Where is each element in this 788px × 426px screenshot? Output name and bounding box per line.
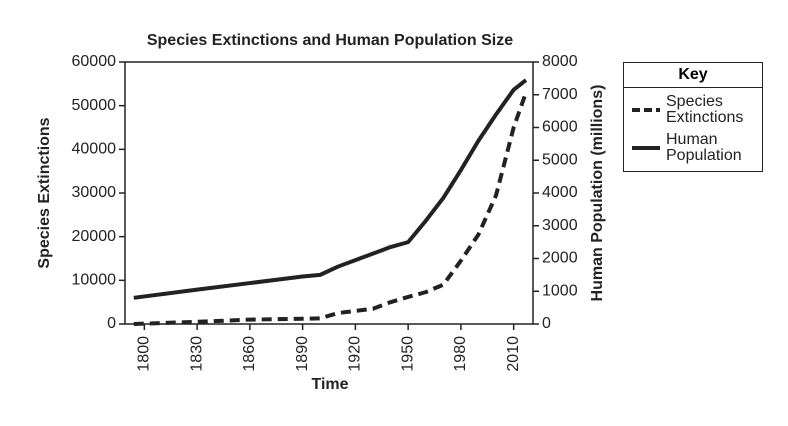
y-axis-label: Species Extinctions xyxy=(36,117,53,268)
y2-tick-label: 7000 xyxy=(542,86,578,103)
legend-title: Key xyxy=(624,63,762,88)
legend-entry: Species Extinctions xyxy=(632,94,762,126)
y-tick-label: 10000 xyxy=(72,272,117,289)
y-tick-label: 0 xyxy=(107,315,116,332)
y-tick-label: 20000 xyxy=(72,228,117,245)
legend: Key Species Extinctions Human Population xyxy=(623,62,763,172)
x-axis-label: Time xyxy=(311,376,348,393)
y2-tick-label: 1000 xyxy=(542,282,578,299)
x-tick-label: 1860 xyxy=(241,336,258,372)
y2-tick-label: 0 xyxy=(542,315,551,332)
series-line xyxy=(133,78,528,300)
series-line xyxy=(133,91,528,326)
y2-tick-label: 5000 xyxy=(542,151,578,168)
y-tick-label: 50000 xyxy=(72,97,117,114)
plot-frame xyxy=(124,61,534,325)
legend-entry: Human Population xyxy=(632,132,762,164)
chart-title: Species Extinctions and Human Population… xyxy=(147,32,513,49)
legend-swatch xyxy=(632,146,660,150)
x-tick-label: 1800 xyxy=(136,336,153,372)
legend-swatch xyxy=(632,108,660,112)
y2-tick-label: 4000 xyxy=(542,184,578,201)
x-tick-label: 1830 xyxy=(188,336,205,372)
y-tick-label: 30000 xyxy=(72,184,117,201)
y2-tick-label: 2000 xyxy=(542,250,578,267)
y2-tick-label: 6000 xyxy=(542,119,578,136)
x-tick-label: 1950 xyxy=(399,336,416,372)
legend-label: Species Extinctions xyxy=(666,93,744,126)
x-tick-label: 2010 xyxy=(505,336,522,372)
y2-tick-label: 3000 xyxy=(542,217,578,234)
x-tick-label: 1980 xyxy=(452,336,469,372)
x-tick-label: 1890 xyxy=(294,336,311,372)
y2-tick-label: 8000 xyxy=(542,53,578,70)
legend-label: Human Population xyxy=(666,131,742,164)
x-tick-label: 1920 xyxy=(347,336,364,372)
y2-axis-label: Human Population (millions) xyxy=(589,85,606,302)
y-tick-label: 40000 xyxy=(72,141,117,158)
y-tick-label: 60000 xyxy=(72,53,117,70)
